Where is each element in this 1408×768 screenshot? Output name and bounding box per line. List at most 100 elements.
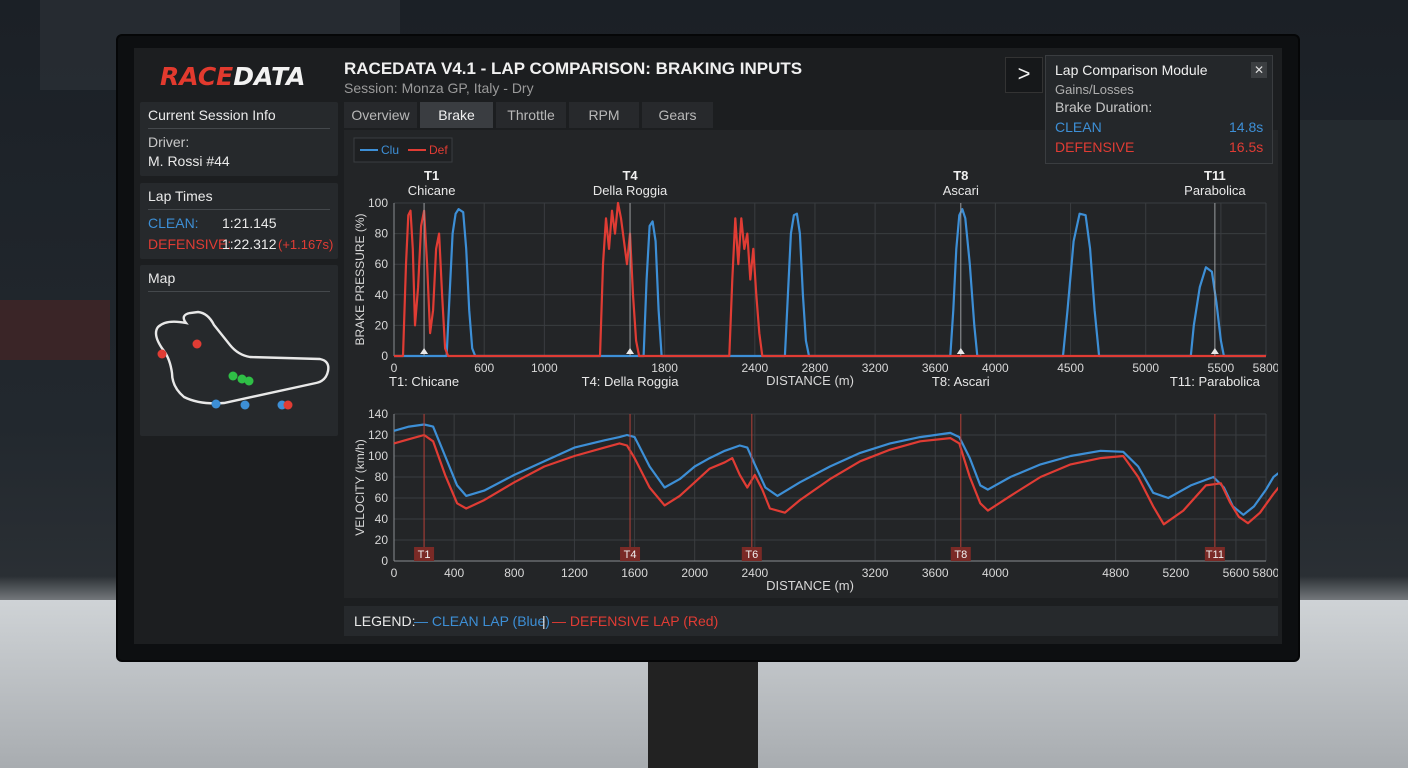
x-tick-label: 400 <box>444 566 464 580</box>
map-marker-green <box>228 371 238 381</box>
corner-bottom-label: T1: Chicane <box>389 374 459 389</box>
x-tick-label: 3600 <box>922 566 949 580</box>
y-tick-label: 60 <box>375 257 389 271</box>
series-line-defensive <box>394 201 1266 358</box>
module-title: Lap Comparison Module <box>1055 62 1208 78</box>
x-tick-label: 2800 <box>802 361 829 375</box>
corner-id-label: T1 <box>424 168 439 183</box>
x-tick-label: 4800 <box>1102 566 1129 580</box>
x-tick-label: 600 <box>474 361 494 375</box>
x-tick-label: 2400 <box>741 361 768 375</box>
session-info-header: Current Session Info <box>148 107 276 123</box>
corner-name-label: Ascari <box>943 183 979 198</box>
module-defensive-value: 16.5s <box>1229 139 1264 155</box>
module-clean-value: 14.8s <box>1229 119 1264 135</box>
series-line-clean <box>394 208 1266 358</box>
turn-marker-label: T4 <box>624 549 637 561</box>
logo-data: DATA <box>233 62 306 91</box>
corner-bottom-label: T4: Della Roggia <box>582 374 680 389</box>
logo-race: RACE <box>160 62 234 91</box>
map-marker-green <box>244 376 254 386</box>
legend-defensive: — DEFENSIVE LAP (Red) <box>552 613 719 629</box>
corner-bottom-label: T11: Parabolica <box>1170 374 1261 389</box>
y-tick-label: 40 <box>375 288 389 302</box>
tab-rpm[interactable]: RPM <box>569 102 639 128</box>
track-map[interactable] <box>140 295 338 435</box>
chart-area: 0 20 40 60 80 100 0 600 1000 1800 2400 2800 3200 3600… <box>344 130 1288 598</box>
lap-comparison-module: Lap Comparison Module Gains/Losses Brake… <box>1045 55 1273 164</box>
y-tick-label: 80 <box>375 470 389 484</box>
turn-marker-label: T11 <box>1206 549 1224 561</box>
legend-text-defensive: Def <box>429 143 448 157</box>
module-defensive-label: DEFENSIVE <box>1055 139 1135 155</box>
defensive-lap-time: 1:22.312 <box>222 236 277 252</box>
close-icon[interactable]: ✕ <box>1251 62 1267 78</box>
monitor-stand <box>648 655 758 768</box>
y-tick-label: 100 <box>368 449 388 463</box>
turn-marker-badge <box>620 547 641 561</box>
x-tick-label: 1800 <box>651 361 678 375</box>
y-axis-label: BRAKE PRESSURE (%) <box>353 213 367 345</box>
defensive-lap-label: DEFENSIVE: <box>148 236 232 252</box>
x-tick-label: 800 <box>504 566 524 580</box>
x-tick-label: 4000 <box>982 566 1009 580</box>
track-outline <box>154 310 330 405</box>
x-tick-label: 5200 <box>1162 566 1189 580</box>
next-panel-button[interactable]: > <box>1005 57 1043 93</box>
y-tick-label: 100 <box>368 196 388 210</box>
clean-lap-time: 1:21.145 <box>222 215 277 231</box>
turn-marker-badge <box>414 547 435 561</box>
series-line-clean <box>393 423 1288 516</box>
x-axis-label: DISTANCE (m) <box>766 578 854 593</box>
corner-id-label: T11 <box>1204 168 1226 183</box>
module-brake-duration-label: Brake Duration: <box>1055 99 1153 115</box>
y-tick-label: 40 <box>375 512 389 526</box>
app-logo: RACEDATA <box>160 62 305 91</box>
divider <box>148 291 330 292</box>
divider <box>148 209 330 210</box>
module-clean-label: CLEAN <box>1055 119 1102 135</box>
tab-throttle[interactable]: Throttle <box>496 102 566 128</box>
divider <box>148 128 330 129</box>
x-tick-label: 5500 <box>1208 361 1235 375</box>
corner-name-label: Della Roggia <box>593 183 668 198</box>
x-tick-label: 5800 <box>1253 361 1278 375</box>
corner-id-label: T8 <box>953 168 968 183</box>
y-tick-label: 60 <box>375 491 389 505</box>
corner-name-label: Chicane <box>408 183 456 198</box>
map-panel[interactable]: Map <box>140 265 338 436</box>
map-marker-red <box>283 400 293 410</box>
y-tick-label: 0 <box>381 554 388 568</box>
turn-marker-label: T6 <box>745 549 758 561</box>
y-tick-label: 80 <box>375 227 389 241</box>
x-tick-label: 5000 <box>1132 361 1159 375</box>
x-tick-label: 4500 <box>1057 361 1084 375</box>
corner-bottom-label: T8: Ascari <box>932 374 990 389</box>
y-axis-label: VELOCITY (km/h) <box>353 439 367 535</box>
tab-overview[interactable]: Overview <box>344 102 417 128</box>
x-tick-label: 2000 <box>681 566 708 580</box>
x-tick-label: 4000 <box>982 361 1009 375</box>
tab-gears[interactable]: Gears <box>642 102 713 128</box>
x-tick-label: 0 <box>391 361 398 375</box>
x-tick-label: 3200 <box>862 566 889 580</box>
legend-text-clean: Clu <box>381 143 399 157</box>
map-marker-red <box>192 339 202 349</box>
x-tick-label: 1000 <box>531 361 558 375</box>
x-tick-label: 3600 <box>922 361 949 375</box>
map-marker-red <box>157 349 167 359</box>
lap-times-panel: Lap Times CLEAN: 1:21.145 DEFENSIVE: 1:2… <box>140 183 338 259</box>
clean-lap-label: CLEAN: <box>148 215 199 231</box>
driver-label: Driver: <box>148 134 190 150</box>
x-axis-label: DISTANCE (m) <box>766 373 854 388</box>
y-tick-label: 0 <box>381 349 388 363</box>
background-car <box>0 300 110 360</box>
corner-id-label: T4 <box>622 168 638 183</box>
x-tick-label: 3200 <box>862 361 889 375</box>
page-title: RACEDATA V4.1 - LAP COMPARISON: BRAKING … <box>344 59 803 78</box>
y-tick-label: 120 <box>368 428 388 442</box>
x-tick-label: 1600 <box>621 566 648 580</box>
x-tick-label: 5600 <box>1223 566 1250 580</box>
lap-times-header: Lap Times <box>148 188 213 204</box>
tab-brake[interactable]: Brake <box>420 102 493 128</box>
